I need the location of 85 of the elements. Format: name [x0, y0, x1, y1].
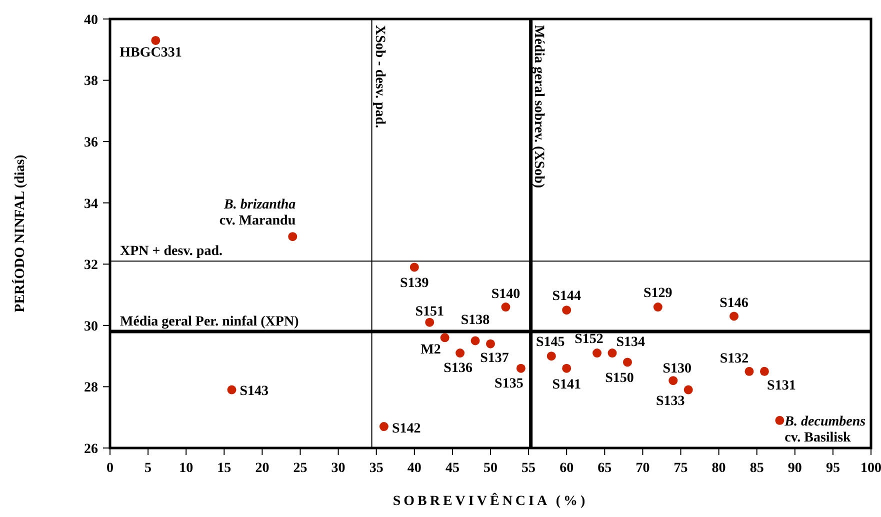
annotation: S140	[491, 287, 520, 302]
point	[379, 422, 388, 432]
point	[151, 36, 160, 45]
point	[744, 366, 754, 376]
annotation: S138	[460, 312, 490, 328]
annotation: B. brizantha cv. Marandu	[219, 198, 296, 229]
x-tick-label: 90	[788, 461, 802, 476]
x-tick-label: 20	[255, 461, 270, 476]
x-tick-label: 100	[860, 461, 881, 476]
x-tick-label: 95	[826, 461, 840, 476]
annotation: S135	[494, 376, 524, 392]
point	[760, 366, 769, 376]
point	[668, 376, 678, 386]
x-tick-label: 60	[560, 461, 574, 476]
x-tick-label: 70	[636, 461, 650, 476]
x-tick-label: 75	[674, 461, 688, 476]
annotation: M2	[420, 342, 441, 358]
annotation: S130	[662, 362, 692, 377]
point	[486, 339, 495, 348]
annotation: S151	[415, 304, 444, 320]
point	[456, 348, 465, 358]
annotation: S139	[400, 276, 429, 292]
y-tick-label: 32	[84, 258, 98, 274]
annotation: S141	[552, 377, 581, 392]
annotation: S132	[720, 351, 749, 366]
x-tick-label: 85	[750, 461, 764, 476]
x-tick-label: 15	[217, 461, 232, 476]
point	[684, 385, 693, 394]
y-tick-label: 34	[84, 196, 98, 212]
x-tick-label: 10	[179, 461, 194, 476]
y-tick-label: 26	[84, 442, 98, 457]
point	[227, 385, 236, 394]
point	[592, 348, 602, 358]
point	[470, 336, 480, 346]
annotation: S129	[644, 286, 672, 302]
point	[546, 352, 556, 361]
x-tick-label: 80	[712, 461, 726, 476]
point	[516, 364, 526, 373]
x-tick-label: 25	[293, 461, 308, 476]
x-tick-label: 5	[144, 461, 152, 476]
point	[653, 302, 662, 312]
point	[562, 364, 572, 373]
ref-line-label: XSob - desv. pad.	[372, 25, 387, 128]
x-tick-label: 50	[484, 461, 498, 476]
point	[730, 312, 739, 321]
x-tick-label: 30	[331, 461, 346, 476]
x-tick-label: 0	[106, 461, 114, 476]
point	[608, 348, 617, 358]
point	[775, 416, 784, 425]
x-tick-label: 35	[369, 461, 384, 476]
annotation: S133	[656, 394, 685, 409]
y-tick-label: 28	[84, 380, 98, 396]
point	[410, 262, 419, 272]
ref-line-label: Média geral sobrev. (XSob)	[530, 25, 546, 188]
annotation: S144	[552, 289, 581, 304]
y-tick-label: 30	[84, 319, 98, 334]
x-axis-title: SOBREVIVÊNCIA (%)	[392, 492, 588, 509]
annotation: S142	[392, 422, 421, 437]
annotation: B. decumbens cv. Basilisk	[784, 414, 866, 446]
point	[440, 333, 450, 342]
x-tick-label: 65	[598, 461, 612, 476]
ref-line-label: Média geral Per. ninfal (XPN)	[120, 314, 300, 330]
annotation: S145	[536, 335, 565, 350]
point	[288, 232, 298, 242]
annotation: S136	[444, 361, 472, 376]
y-axis-title: PERÍODO NINFAL (dias)	[11, 154, 28, 312]
y-tick-label: 40	[84, 12, 98, 28]
annotation: S143	[240, 384, 269, 399]
point	[425, 318, 434, 327]
y-tick-label: 36	[84, 135, 98, 150]
point	[622, 358, 632, 367]
y-tick-label: 38	[84, 74, 98, 90]
annotation: S152	[574, 332, 604, 348]
point	[501, 302, 510, 312]
annotation: S137	[480, 350, 509, 366]
annotation: HBGC331	[120, 45, 182, 60]
ref-line-label: XPN + desv. pad.	[120, 244, 222, 260]
annotation: S131	[767, 378, 796, 394]
annotation: S134	[616, 335, 646, 350]
x-tick-label: 45	[445, 461, 460, 476]
annotation: S150	[605, 371, 634, 386]
x-tick-label: 55	[522, 461, 536, 476]
annotation: S146	[720, 296, 748, 312]
point	[562, 306, 572, 315]
x-tick-label: 40	[407, 461, 422, 476]
